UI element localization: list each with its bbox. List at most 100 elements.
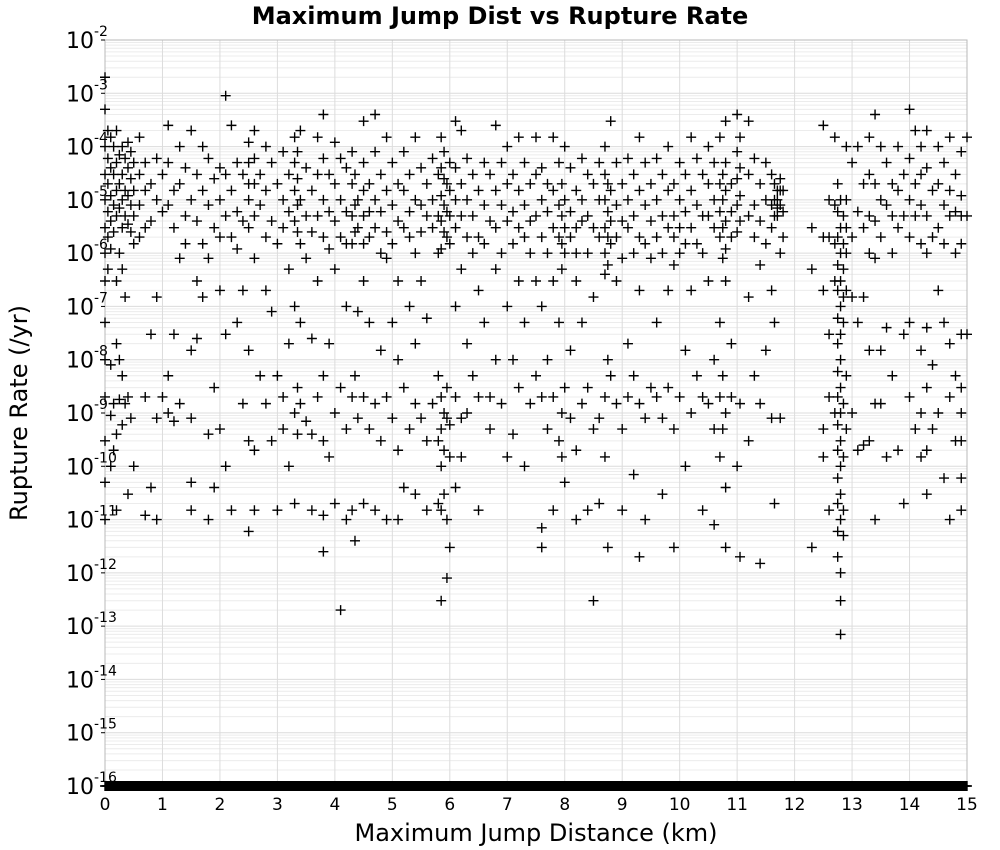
data-point — [962, 210, 972, 221]
data-point — [556, 408, 567, 418]
data-point — [295, 317, 306, 328]
data-point — [835, 629, 846, 640]
data-point — [893, 222, 904, 233]
data-point — [720, 216, 731, 227]
data-point — [838, 264, 849, 275]
data-point — [289, 301, 300, 312]
data-point — [858, 222, 869, 233]
data-point — [128, 185, 139, 196]
data-point — [163, 157, 174, 168]
data-point — [272, 505, 283, 516]
data-point — [203, 200, 214, 211]
data-point — [717, 253, 728, 264]
data-point — [832, 526, 843, 537]
data-point — [735, 190, 746, 201]
x-tick-label: 12 — [784, 795, 806, 815]
data-point — [717, 194, 728, 205]
data-point — [186, 505, 197, 516]
data-point — [709, 354, 720, 365]
data-point — [364, 424, 375, 435]
data-point — [479, 238, 490, 249]
data-point — [249, 505, 260, 516]
data-point — [255, 370, 266, 381]
data-point — [599, 269, 610, 280]
data-point — [611, 200, 622, 211]
data-point — [306, 429, 317, 440]
data-point — [835, 329, 846, 340]
data-point — [531, 210, 541, 221]
data-point — [921, 322, 932, 333]
data-point — [398, 222, 409, 233]
data-point — [490, 264, 501, 275]
data-point — [393, 514, 404, 525]
y-tick-label: 10-13 — [66, 610, 117, 640]
data-point — [485, 391, 496, 402]
data-point — [122, 391, 133, 402]
y-tick-label: 10-11 — [66, 504, 117, 534]
data-point — [726, 178, 737, 189]
data-point — [893, 445, 904, 456]
data-point — [226, 185, 237, 196]
data-point — [111, 125, 122, 136]
data-point — [634, 132, 645, 143]
data-point — [318, 370, 329, 381]
data-point — [278, 222, 289, 233]
data-point — [237, 169, 248, 180]
data-point — [473, 185, 484, 196]
data-point — [436, 505, 447, 516]
data-point — [375, 169, 386, 180]
data-point — [220, 461, 231, 472]
data-point — [102, 125, 113, 136]
data-point — [174, 178, 185, 189]
data-point — [835, 567, 846, 578]
data-point — [421, 435, 432, 446]
data-point — [266, 216, 277, 227]
data-point — [841, 285, 852, 296]
data-point — [841, 141, 852, 152]
data-point — [237, 216, 248, 227]
data-point — [525, 216, 536, 227]
data-point — [134, 200, 145, 211]
data-point — [956, 505, 967, 516]
data-point — [921, 382, 932, 393]
data-point — [832, 338, 843, 349]
data-point — [289, 216, 300, 227]
data-point — [410, 194, 421, 205]
data-point — [439, 146, 450, 157]
data-point — [594, 413, 605, 424]
data-point — [444, 451, 455, 462]
data-point — [553, 232, 564, 243]
data-point — [824, 505, 835, 516]
data-point — [553, 435, 564, 446]
data-point — [243, 435, 254, 446]
data-point — [473, 391, 484, 402]
data-point — [226, 120, 237, 131]
data-point — [599, 194, 610, 205]
data-point — [364, 232, 375, 243]
data-point — [875, 194, 886, 205]
data-point — [680, 169, 691, 180]
data-point — [387, 200, 398, 211]
data-point — [628, 469, 639, 480]
data-point — [622, 338, 633, 349]
data-point — [163, 370, 174, 381]
data-point — [680, 238, 691, 249]
data-point — [473, 285, 484, 296]
data-point — [292, 382, 303, 393]
data-point — [364, 317, 375, 328]
data-point — [599, 222, 610, 233]
data-point — [818, 285, 829, 296]
data-point — [393, 178, 404, 189]
data-point — [433, 169, 444, 180]
data-point — [393, 216, 404, 227]
x-tick-label: 7 — [502, 795, 513, 815]
data-point — [125, 173, 136, 184]
data-point — [760, 194, 771, 205]
data-point — [114, 178, 125, 189]
data-point — [117, 222, 128, 233]
data-point — [100, 435, 110, 446]
data-point — [370, 109, 381, 120]
data-point — [436, 162, 447, 173]
data-point — [864, 132, 875, 143]
data-point — [571, 276, 582, 287]
